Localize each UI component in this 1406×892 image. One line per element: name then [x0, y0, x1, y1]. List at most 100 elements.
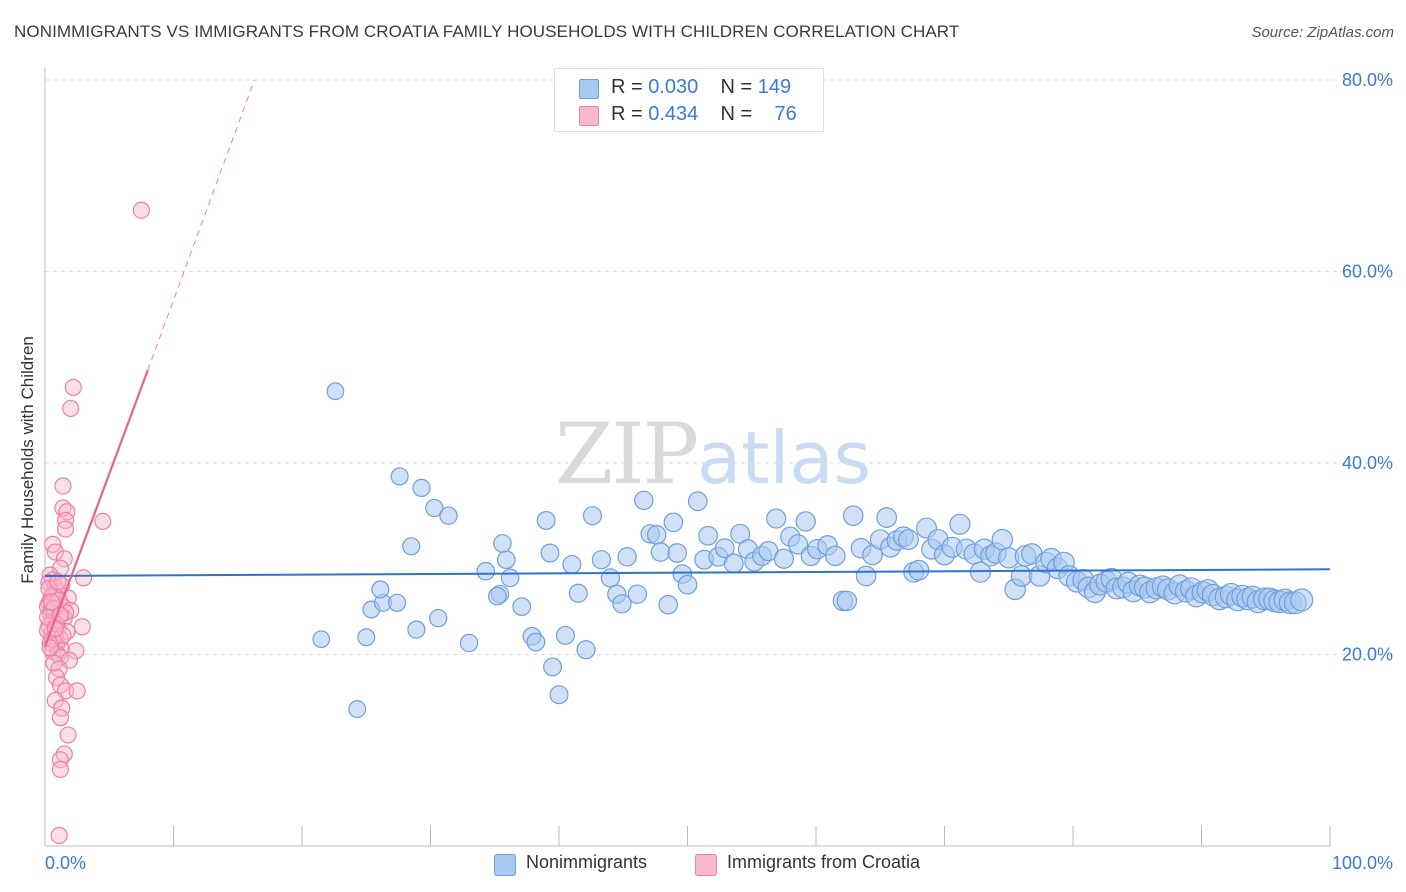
point-nonimmigrants [825, 545, 846, 567]
r-label: R = [611, 103, 649, 125]
point-croatia [40, 579, 58, 598]
point-croatia [132, 201, 150, 219]
y-tick-label: 80.0% [1342, 70, 1393, 90]
n-label: N = [720, 76, 758, 98]
point-croatia [50, 826, 68, 845]
point-nonimmigrants [600, 568, 621, 588]
point-nonimmigrants [582, 506, 603, 526]
n-value-croatia: 76 [774, 103, 797, 125]
r-value-nonimmigrants: 0.030 [648, 76, 699, 98]
point-nonimmigrants [787, 534, 809, 555]
point-nonimmigrants [714, 538, 735, 559]
watermark-atlas: atlas [697, 416, 872, 500]
point-nonimmigrants [326, 382, 345, 401]
point-croatia [68, 682, 86, 700]
legend-label-nonimmigrants: Nonimmigrants [526, 852, 648, 872]
point-nonimmigrants [949, 513, 971, 535]
x-tick-label-max: 100.0% [1332, 853, 1393, 873]
point-nonimmigrants [698, 525, 718, 546]
point-nonimmigrants [407, 620, 426, 639]
point-nonimmigrants [493, 534, 512, 553]
point-nonimmigrants [723, 553, 744, 574]
point-croatia [41, 639, 59, 657]
point-nonimmigrants [429, 608, 448, 628]
point-nonimmigrants [795, 511, 816, 532]
y-axis-label: Family Households with Children [18, 336, 37, 584]
point-croatia [74, 569, 93, 587]
stats-text-1: R = 0.030 N = 149 [611, 76, 791, 99]
trendline-croatia-extension [147, 79, 255, 371]
point-nonimmigrants [773, 548, 794, 569]
x-tick-label-min: 0.0% [45, 853, 86, 873]
point-croatia [64, 378, 82, 396]
point-nonimmigrants [876, 507, 898, 528]
point-nonimmigrants [677, 574, 698, 595]
point-nonimmigrants [562, 554, 582, 575]
point-nonimmigrants [663, 512, 684, 533]
point-nonimmigrants [991, 528, 1014, 551]
point-croatia [59, 726, 77, 744]
point-nonimmigrants [496, 550, 516, 570]
point-croatia [94, 512, 112, 531]
point-nonimmigrants [591, 550, 612, 570]
point-nonimmigrants [634, 490, 654, 511]
point-nonimmigrants [402, 537, 421, 556]
point-croatia [51, 709, 70, 727]
n-value-nonimmigrants: 149 [757, 76, 792, 98]
point-croatia [58, 503, 76, 521]
point-nonimmigrants [617, 547, 637, 567]
y-tick-label: 20.0% [1342, 645, 1393, 665]
point-nonimmigrants [766, 508, 787, 529]
point-nonimmigrants [650, 542, 671, 562]
point-nonimmigrants [658, 594, 679, 615]
point-croatia [51, 760, 70, 779]
point-nonimmigrants [667, 543, 688, 563]
stats-swatch-blue [579, 79, 599, 99]
point-nonimmigrants [627, 584, 648, 604]
point-nonimmigrants [312, 630, 331, 649]
watermark: ZIPatlas [555, 405, 871, 503]
point-nonimmigrants [526, 632, 546, 652]
point-nonimmigrants [1010, 565, 1033, 587]
point-nonimmigrants [549, 685, 569, 705]
r-value-croatia: 0.434 [648, 103, 699, 125]
point-nonimmigrants [842, 505, 864, 526]
point-nonimmigrants [476, 561, 496, 581]
point-croatia [54, 477, 72, 495]
y-tick-label: 40.0% [1342, 453, 1393, 473]
point-croatia [73, 618, 91, 636]
point-croatia [46, 543, 64, 561]
point-nonimmigrants [536, 510, 556, 530]
point-nonimmigrants [555, 625, 575, 645]
point-nonimmigrants [459, 633, 479, 653]
point-croatia [49, 573, 67, 591]
stats-text-2: R = 0.434 N = 76 [611, 103, 797, 126]
trendline-croatia [43, 369, 149, 648]
point-nonimmigrants [1290, 588, 1314, 612]
r-label: R = [611, 76, 649, 98]
point-nonimmigrants [543, 657, 563, 677]
point-nonimmigrants [908, 559, 930, 581]
point-nonimmigrants [425, 498, 444, 518]
stats-box: R = 0.030 N = 149 R = 0.434 N = 76 [554, 68, 824, 132]
stats-swatch-pink [579, 106, 599, 126]
source-credit: Source: ZipAtlas.com [1251, 24, 1394, 41]
point-nonimmigrants [348, 700, 367, 719]
legend: Nonimmigrants Immigrants from Croatia [0, 852, 1406, 878]
point-nonimmigrants [390, 467, 409, 486]
legend-swatch-pink [695, 854, 717, 876]
legend-label-croatia: Immigrants from Croatia [727, 852, 921, 872]
point-nonimmigrants [357, 628, 376, 647]
point-nonimmigrants [500, 568, 520, 588]
n-label: N = [720, 103, 758, 125]
point-nonimmigrants [540, 543, 560, 563]
chart-title: NONIMMIGRANTS VS IMMIGRANTS FROM CROATIA… [14, 22, 960, 41]
point-nonimmigrants [412, 478, 431, 498]
point-croatia [42, 593, 61, 611]
point-croatia [67, 642, 85, 660]
legend-swatch-blue [494, 854, 516, 876]
point-nonimmigrants [371, 580, 390, 599]
point-croatia [62, 399, 80, 418]
point-nonimmigrants [687, 491, 708, 512]
point-croatia [56, 511, 75, 530]
